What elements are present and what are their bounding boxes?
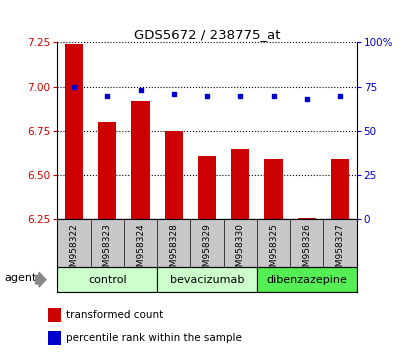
Text: bevacizumab: bevacizumab (169, 275, 244, 285)
FancyArrow shape (36, 272, 46, 287)
Text: GSM958327: GSM958327 (335, 223, 344, 278)
Bar (297, 218, 315, 219)
Bar (98, 122, 116, 219)
Bar (131, 101, 149, 219)
Text: dibenzazepine: dibenzazepine (266, 275, 346, 285)
Text: transformed count: transformed count (66, 310, 163, 320)
Text: GSM958322: GSM958322 (70, 223, 79, 278)
Bar (198, 156, 216, 219)
Bar (157, 267, 256, 292)
Text: percentile rank within the sample: percentile rank within the sample (66, 332, 242, 343)
Bar (330, 159, 348, 219)
Bar (48, 308, 61, 322)
Text: GSM958330: GSM958330 (235, 223, 244, 278)
Title: GDS5672 / 238775_at: GDS5672 / 238775_at (133, 28, 280, 41)
Text: GSM958329: GSM958329 (202, 223, 211, 278)
Text: GSM958326: GSM958326 (301, 223, 310, 278)
Text: GSM958324: GSM958324 (136, 223, 145, 278)
Bar (231, 149, 249, 219)
Text: GSM958325: GSM958325 (268, 223, 277, 278)
Text: GSM958328: GSM958328 (169, 223, 178, 278)
Bar (65, 44, 83, 219)
Bar (164, 131, 182, 219)
Text: agent: agent (4, 273, 37, 284)
Bar (48, 331, 61, 344)
Bar (264, 159, 282, 219)
Bar (57, 267, 157, 292)
Text: control: control (88, 275, 126, 285)
Text: GSM958323: GSM958323 (103, 223, 112, 278)
Bar (256, 267, 356, 292)
